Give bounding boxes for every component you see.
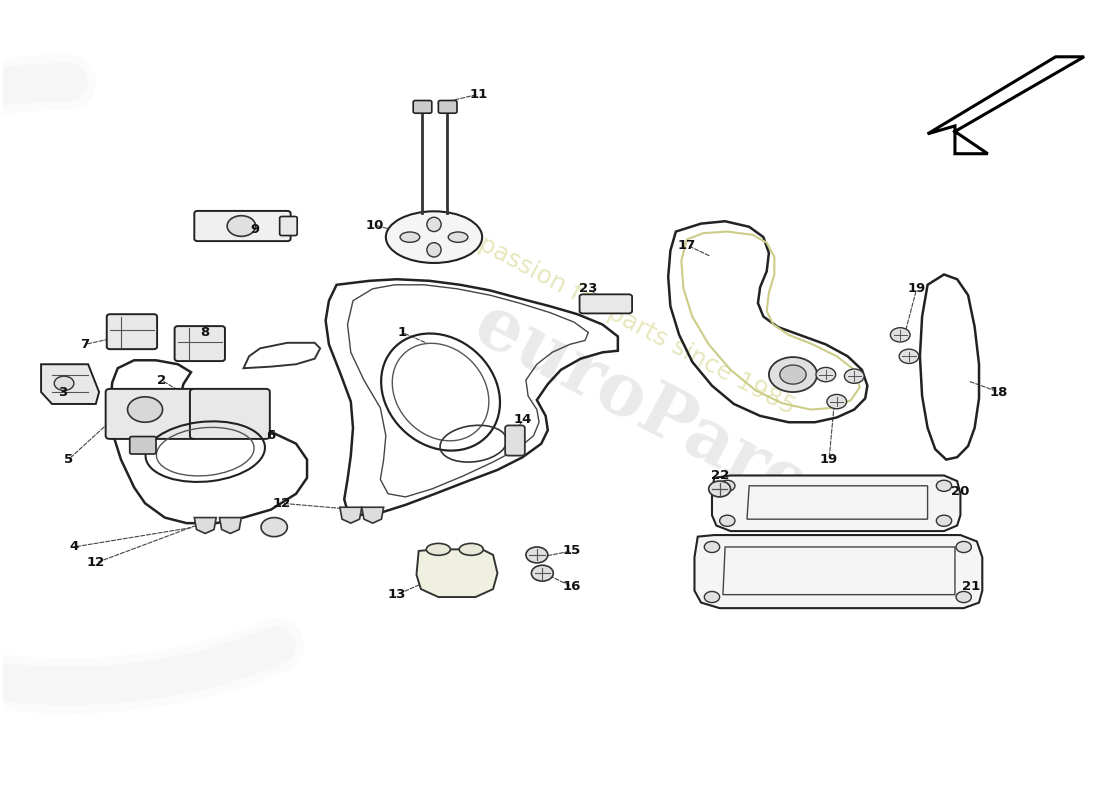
Circle shape <box>227 216 255 236</box>
Polygon shape <box>694 535 982 608</box>
Circle shape <box>54 376 74 390</box>
Text: a passion for parts since 1985: a passion for parts since 1985 <box>454 221 800 420</box>
Polygon shape <box>362 507 384 523</box>
Text: 13: 13 <box>387 588 406 601</box>
Circle shape <box>899 349 918 363</box>
Circle shape <box>719 515 735 526</box>
Circle shape <box>128 397 163 422</box>
Text: 4: 4 <box>69 541 78 554</box>
Ellipse shape <box>386 211 482 263</box>
Ellipse shape <box>427 218 441 231</box>
Text: 14: 14 <box>514 414 531 426</box>
FancyBboxPatch shape <box>279 217 297 235</box>
Text: 7: 7 <box>80 338 89 351</box>
Circle shape <box>708 481 730 497</box>
FancyBboxPatch shape <box>190 389 270 439</box>
Text: 5: 5 <box>64 453 73 466</box>
Circle shape <box>704 542 719 553</box>
FancyBboxPatch shape <box>414 101 432 114</box>
Text: 6: 6 <box>266 430 275 442</box>
Circle shape <box>531 566 553 581</box>
Polygon shape <box>417 550 497 597</box>
FancyBboxPatch shape <box>195 211 290 241</box>
Text: 15: 15 <box>563 545 581 558</box>
Circle shape <box>845 369 865 383</box>
Circle shape <box>780 365 806 384</box>
Ellipse shape <box>459 543 483 555</box>
FancyBboxPatch shape <box>505 426 525 456</box>
Text: 19: 19 <box>820 453 838 466</box>
FancyBboxPatch shape <box>439 101 456 114</box>
Text: 12: 12 <box>273 497 292 510</box>
Text: 17: 17 <box>678 238 696 251</box>
Text: 2: 2 <box>157 374 166 386</box>
Polygon shape <box>340 507 362 523</box>
Circle shape <box>956 591 971 602</box>
Circle shape <box>890 328 910 342</box>
Circle shape <box>526 547 548 563</box>
Circle shape <box>936 480 952 491</box>
Ellipse shape <box>448 232 468 242</box>
Text: 16: 16 <box>563 580 581 593</box>
Ellipse shape <box>400 232 420 242</box>
Polygon shape <box>220 518 241 534</box>
Ellipse shape <box>427 242 441 257</box>
Text: 10: 10 <box>365 218 384 232</box>
FancyBboxPatch shape <box>580 294 632 314</box>
Polygon shape <box>195 518 217 534</box>
Text: 22: 22 <box>711 469 729 482</box>
Text: 9: 9 <box>250 222 260 236</box>
Circle shape <box>956 542 971 553</box>
Text: 3: 3 <box>58 386 67 398</box>
FancyBboxPatch shape <box>130 437 156 454</box>
FancyBboxPatch shape <box>106 389 197 439</box>
Text: 8: 8 <box>200 326 210 339</box>
Text: 11: 11 <box>470 88 488 101</box>
Text: 21: 21 <box>962 580 980 593</box>
Text: 20: 20 <box>952 485 969 498</box>
FancyBboxPatch shape <box>107 314 157 349</box>
Polygon shape <box>712 475 960 531</box>
Circle shape <box>936 515 952 526</box>
Text: 18: 18 <box>990 386 1008 398</box>
Text: euroPares: euroPares <box>462 289 857 543</box>
Text: 1: 1 <box>398 326 407 339</box>
Ellipse shape <box>427 543 450 555</box>
Circle shape <box>816 367 836 382</box>
Circle shape <box>719 480 735 491</box>
Circle shape <box>704 591 719 602</box>
Circle shape <box>827 394 847 409</box>
FancyBboxPatch shape <box>175 326 224 361</box>
Text: 23: 23 <box>579 282 597 295</box>
Text: 19: 19 <box>908 282 926 295</box>
Text: 12: 12 <box>87 556 104 570</box>
Circle shape <box>769 357 817 392</box>
Polygon shape <box>41 364 99 404</box>
Circle shape <box>261 518 287 537</box>
